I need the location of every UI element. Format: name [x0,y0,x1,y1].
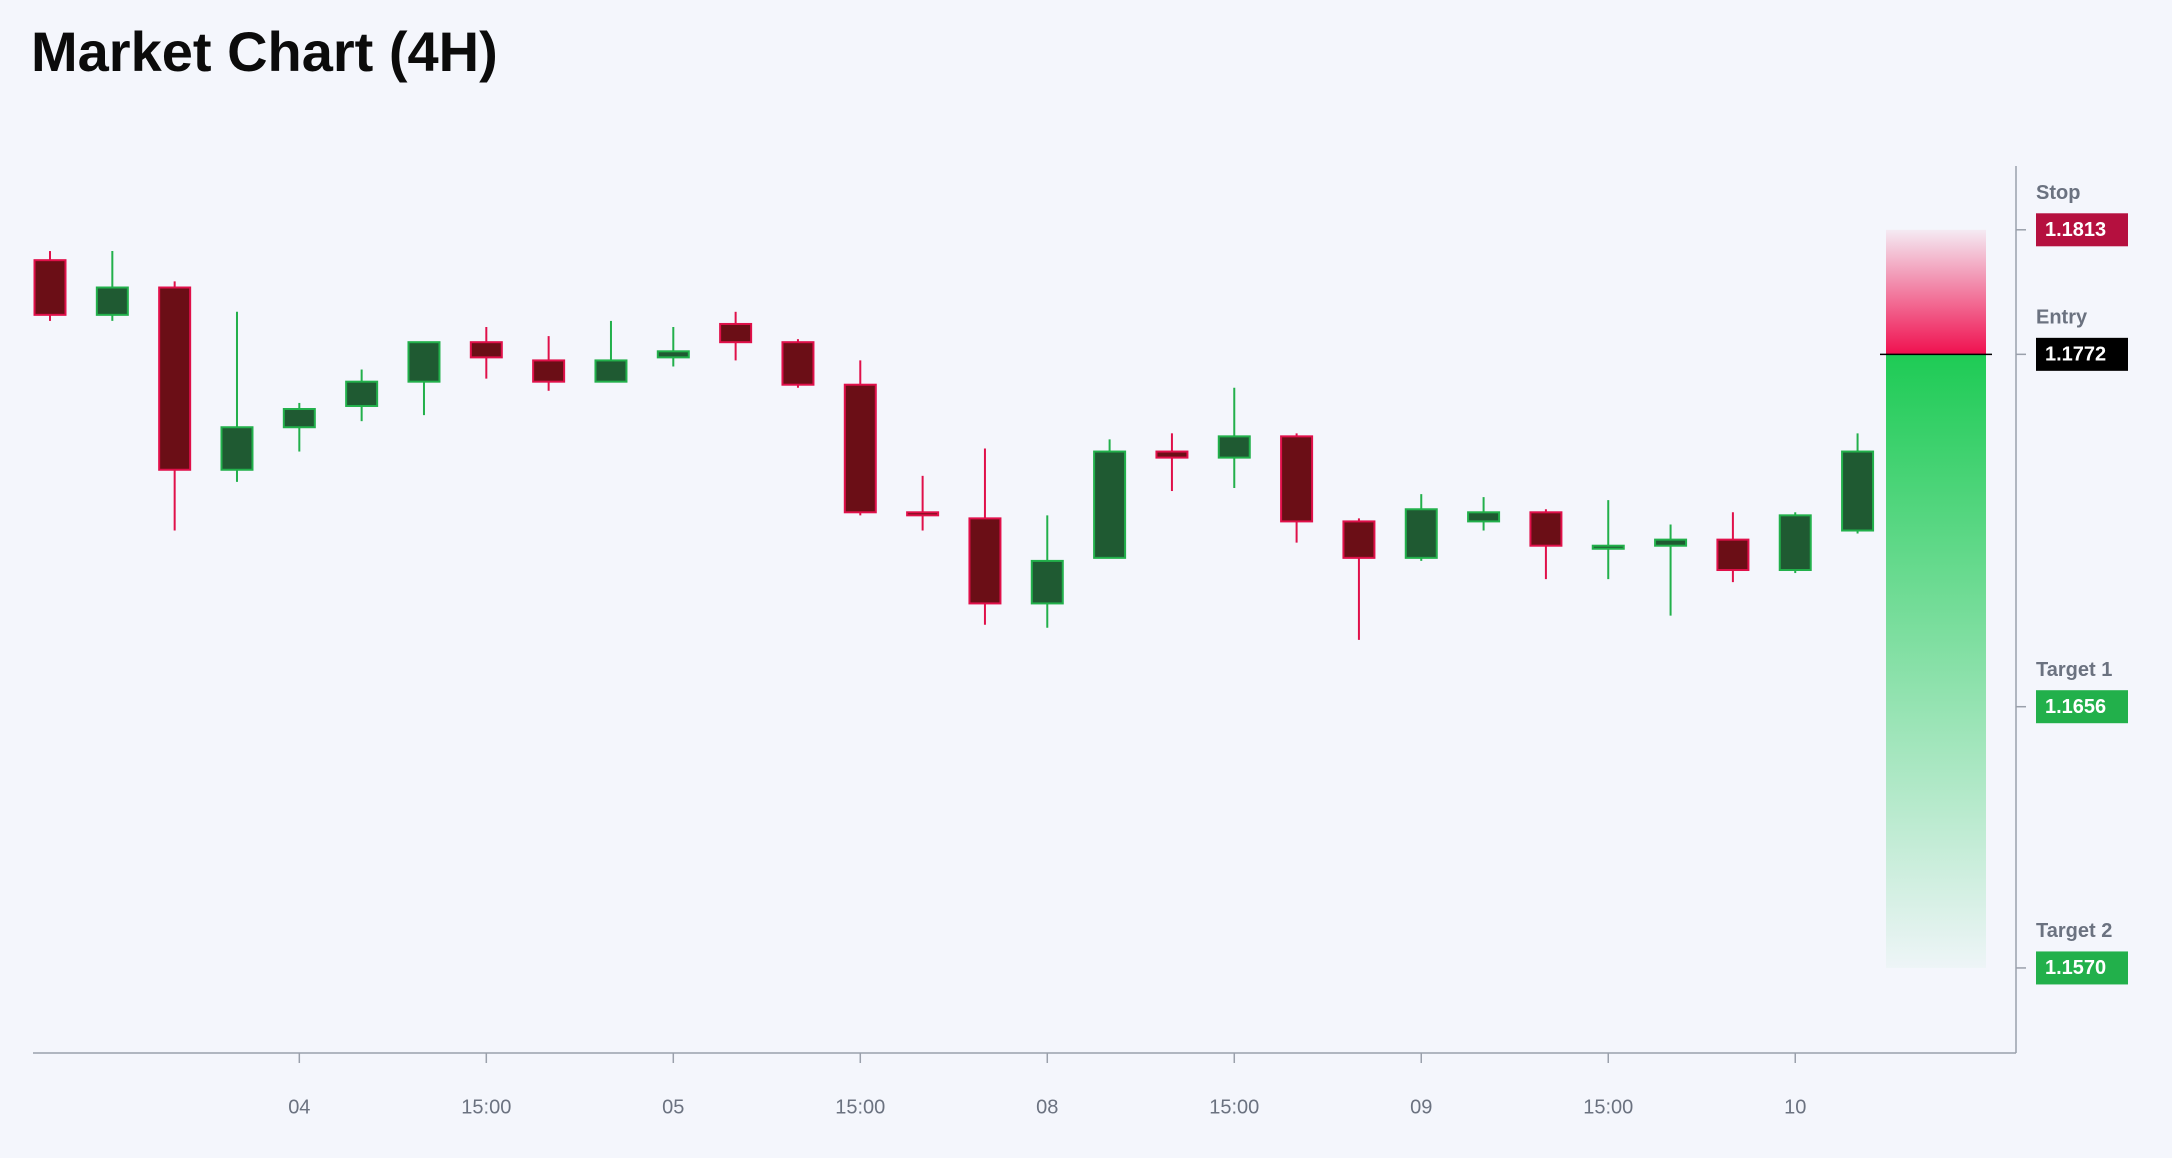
level-value: 1.1813 [2045,219,2106,241]
x-tick-label: 05 [662,1096,684,1118]
candle-body [1716,538,1750,572]
candle-body [1342,520,1376,559]
candle-body [345,380,379,407]
candle-body [1654,538,1688,547]
candle-body [33,259,67,316]
x-tick-label: 15:00 [835,1096,885,1118]
level-name: Entry [2036,307,2088,329]
level-value: 1.1772 [2045,344,2106,366]
candle-body [594,359,628,383]
candle-body [95,286,129,316]
level-badge [2036,951,2128,985]
candle-body [719,322,753,344]
candle-body [843,383,877,514]
candle-body [906,511,940,517]
level-name: Target 2 [2036,920,2112,942]
x-tick-label: 15:00 [461,1096,511,1118]
level-badge [2036,337,2128,371]
x-tick-label: 09 [1410,1096,1432,1118]
candle-body [656,350,690,359]
candle-body [407,341,441,383]
level-name: Stop [2036,182,2080,204]
candle-body [532,359,566,383]
x-tick-label: 04 [288,1096,310,1118]
candle-body [1280,435,1314,523]
x-tick-label: 15:00 [1209,1096,1259,1118]
candle-body [1155,450,1189,459]
candle-body [968,517,1002,605]
candle-body [220,426,254,471]
x-tick-label: 15:00 [1583,1096,1633,1118]
level-value: 1.1656 [2045,696,2106,718]
stop-zone [1886,229,1986,355]
candle-body [1217,435,1251,459]
chart-title: Market Chart (4H) [31,20,498,83]
level-value: 1.1570 [2045,957,2106,979]
candle-body [1467,511,1501,523]
candle-body [282,408,316,429]
x-tick-label: 10 [1784,1096,1806,1118]
target-zone [1886,354,1986,968]
level-badge [2036,213,2128,247]
candle-body [1591,544,1625,550]
level-name: Target 1 [2036,659,2112,681]
candle-body [1093,450,1127,559]
x-tick-label: 08 [1036,1096,1058,1118]
level-badge [2036,690,2128,724]
candle-body [1529,511,1563,547]
candle-body [469,341,503,359]
candle-body [1030,559,1064,605]
candle-body [1404,508,1438,559]
candle-body [158,286,192,471]
candle-body [781,341,815,386]
candle-body [1778,514,1812,572]
candle-body [1841,450,1875,532]
